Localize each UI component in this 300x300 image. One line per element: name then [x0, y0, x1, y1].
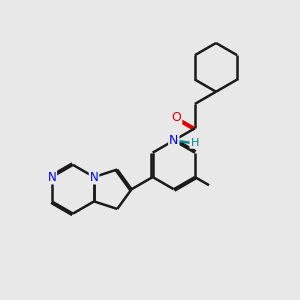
- Text: N: N: [90, 170, 98, 184]
- Text: N: N: [47, 170, 56, 184]
- Text: H: H: [190, 138, 199, 148]
- Text: N: N: [169, 134, 178, 147]
- Text: O: O: [171, 111, 181, 124]
